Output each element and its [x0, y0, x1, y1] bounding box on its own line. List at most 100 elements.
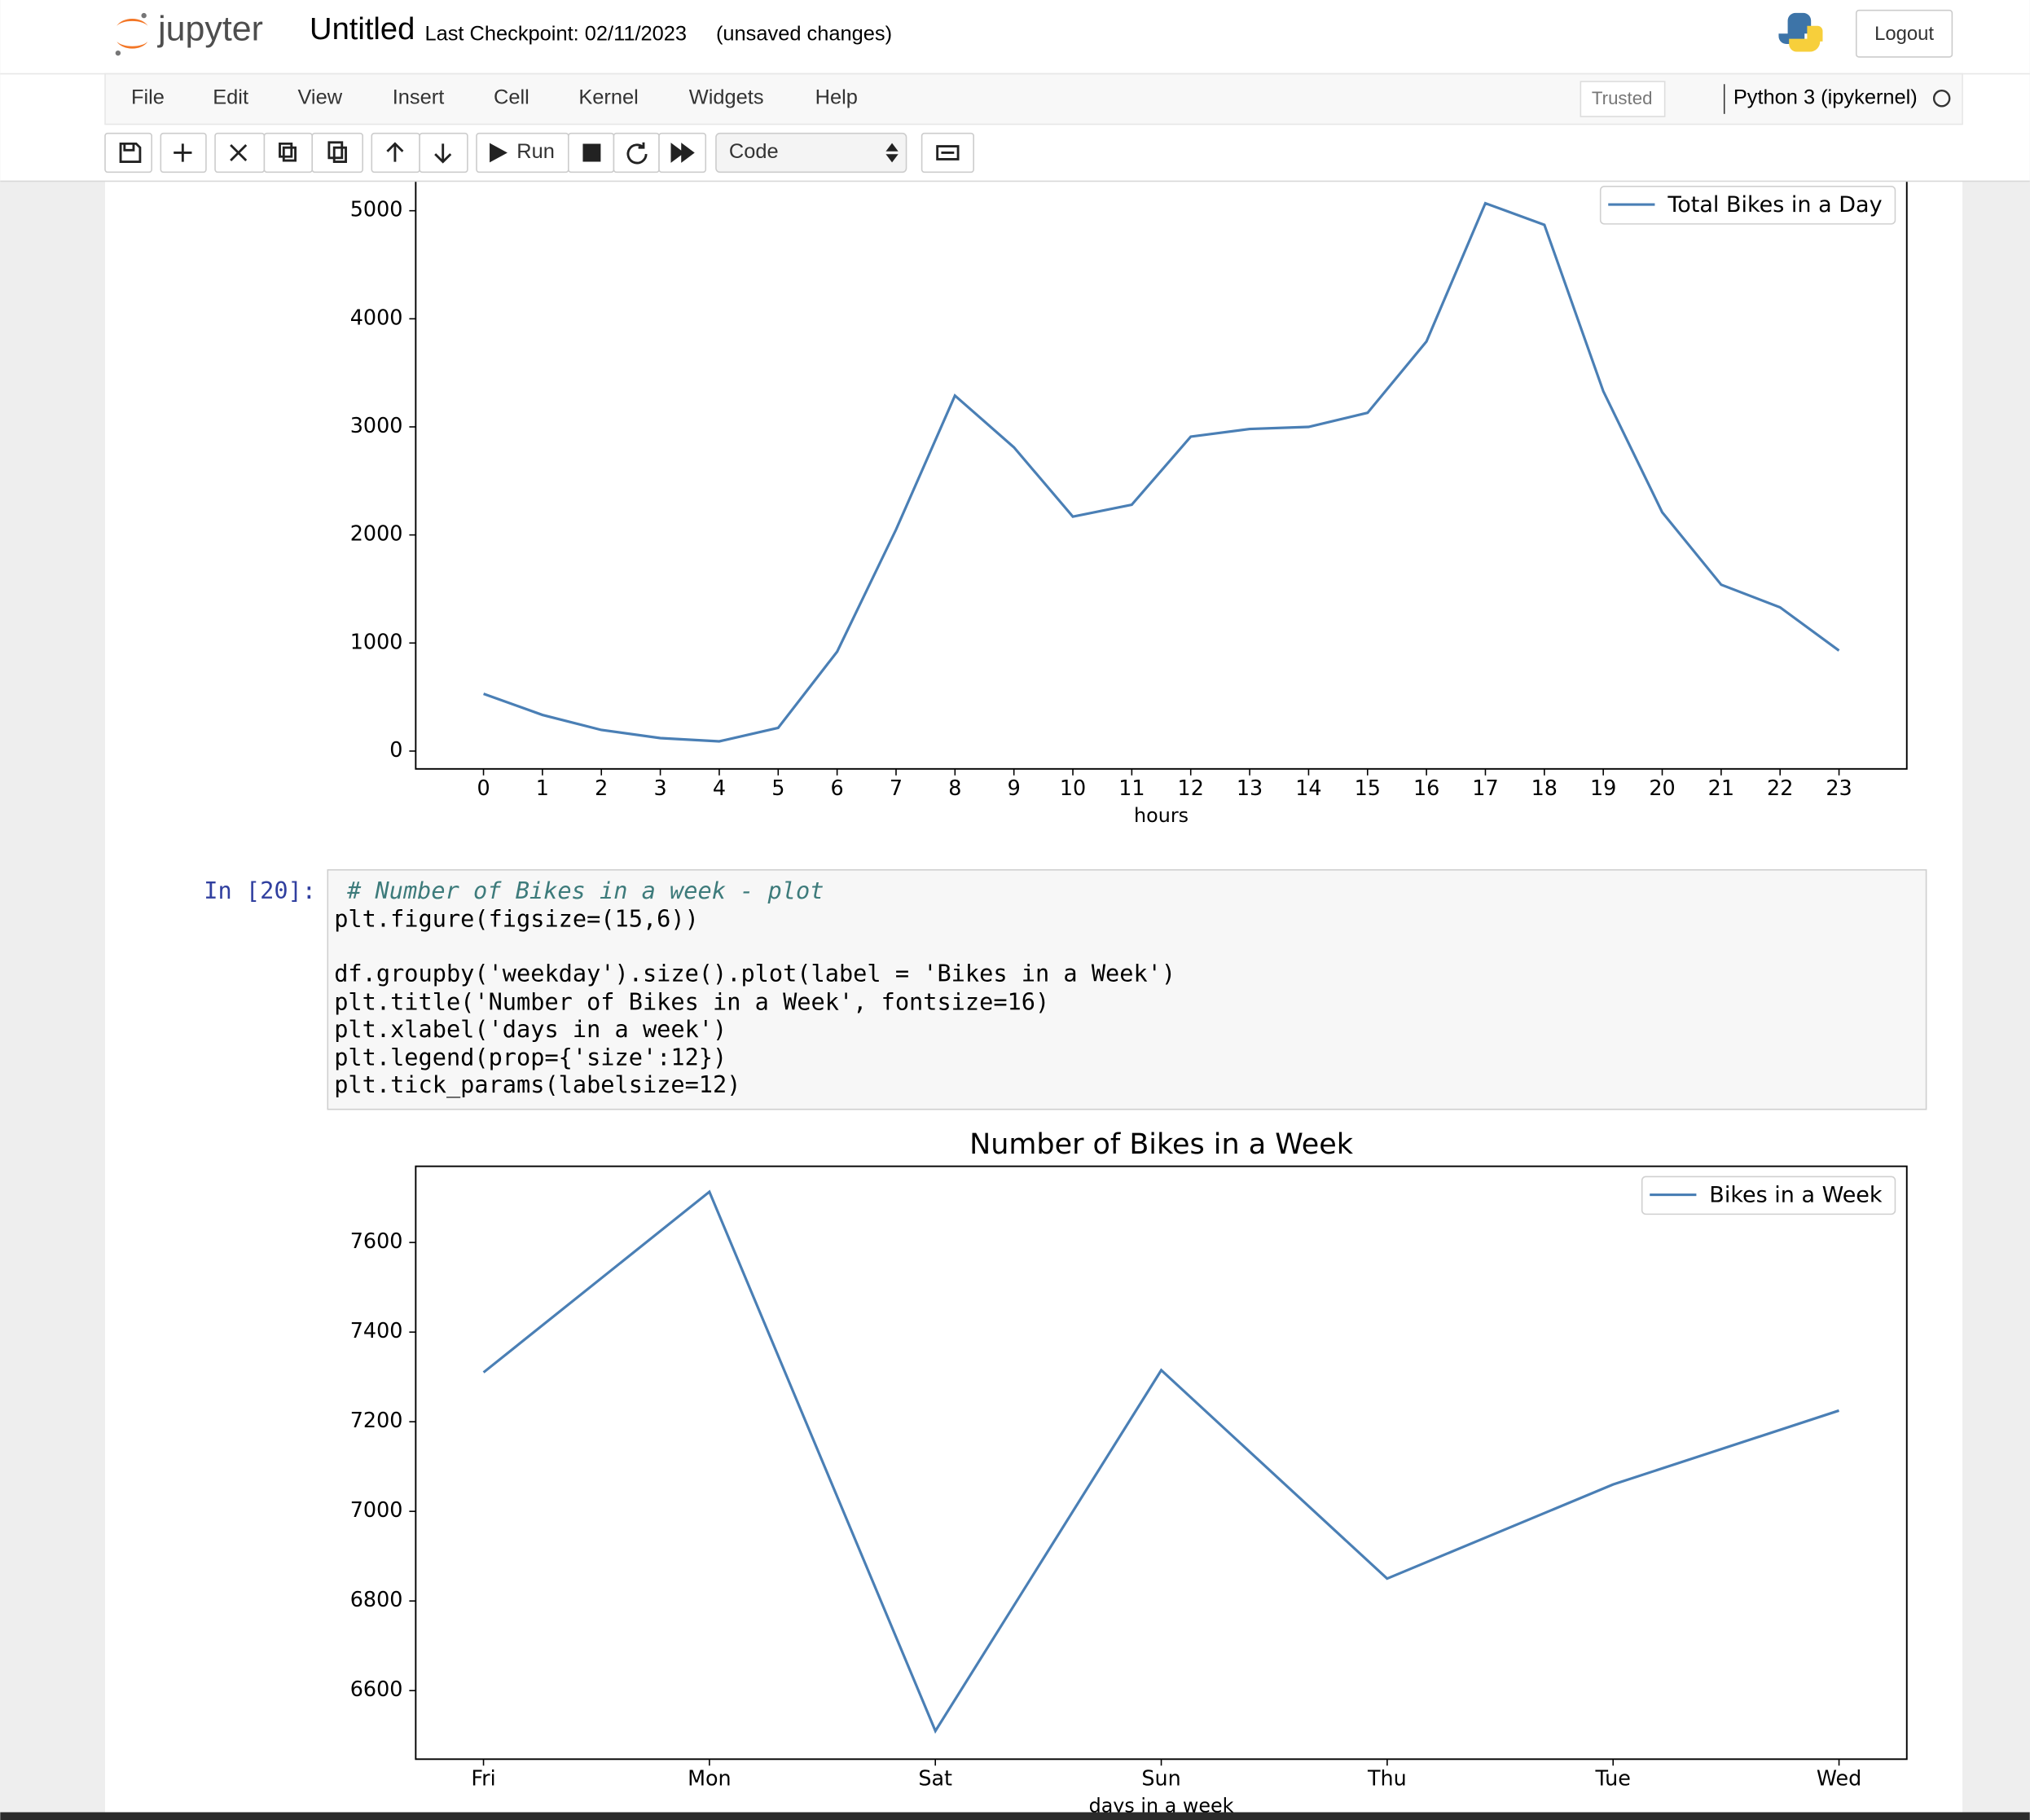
cut-icon [230, 143, 248, 162]
y-tick-label: 5000 [350, 197, 403, 222]
x-tick-label: 22 [1767, 776, 1793, 800]
x-tick-label: 4 [713, 776, 726, 800]
menu-item[interactable]: File [131, 86, 165, 108]
prompt: In [20]: [204, 877, 316, 904]
x-tick-label: 23 [1826, 776, 1852, 800]
y-tick-label: 7000 [350, 1497, 403, 1522]
python-logo [1778, 12, 1812, 45]
bottom-strip [0, 1812, 2030, 1820]
save-button[interactable] [104, 132, 152, 174]
copy-button[interactable] [263, 132, 314, 174]
x-tick-label: 11 [1118, 776, 1145, 800]
save-icon [119, 142, 142, 164]
logout-label[interactable]: Logout [1874, 23, 1934, 45]
x-tick-label: 9 [1008, 776, 1021, 800]
insert-icon [174, 143, 192, 162]
menu-item[interactable]: Cell [494, 86, 529, 108]
interrupt-icon [582, 143, 601, 162]
restart-run-all-icon [670, 143, 695, 163]
y-tick-label: 7400 [350, 1318, 403, 1343]
x-tick-label: Wed [1817, 1766, 1861, 1791]
run-icon [490, 143, 508, 163]
code-line: plt.legend(prop={'size':12}) [334, 1044, 727, 1071]
y-tick-label: 4000 [350, 305, 403, 329]
paste-icon [327, 141, 347, 164]
x-tick-label: 18 [1531, 776, 1558, 800]
keyboard-icon [936, 145, 960, 160]
code-line: plt.tick_params(labelsize=12) [334, 1070, 740, 1099]
code-line: # Number of Bikes in a week - plot [346, 877, 824, 904]
paste-button[interactable] [311, 132, 363, 174]
trusted-box[interactable] [1580, 81, 1666, 117]
x-tick-label: 21 [1708, 776, 1734, 800]
menu-item[interactable]: Widgets [689, 86, 764, 108]
kernel-indicator [1932, 90, 1951, 108]
x-tick-label: 19 [1590, 776, 1616, 800]
logo-dot [141, 12, 147, 19]
select-arrows-icon [885, 143, 899, 163]
data-line [483, 201, 1840, 743]
x-tick-label: 0 [477, 776, 490, 800]
x-tick-label: Mon [688, 1766, 732, 1791]
kernel-name: Python 3 (ipykernel) [1733, 86, 1918, 108]
menu-item[interactable]: Edit [213, 86, 248, 108]
x-tick-label: 13 [1237, 776, 1263, 800]
logout-button[interactable] [1855, 9, 1953, 58]
save-status: (unsaved changes) [716, 23, 892, 46]
copy-icon [279, 142, 297, 162]
x-tick-label: 6 [831, 776, 844, 800]
x-tick-label: 15 [1355, 776, 1381, 800]
y-tick-label: 3000 [350, 413, 403, 437]
cell-type-label[interactable]: Code [729, 140, 779, 163]
move-down-icon [434, 143, 452, 164]
logo-text[interactable]: jupyter [156, 9, 263, 48]
code-line: df.groupby('weekday').size().plot(label … [334, 959, 1175, 987]
y-tick-label: 1000 [350, 629, 403, 653]
notebook-name[interactable]: Untitled [310, 11, 415, 46]
y-tick-label: 6600 [350, 1677, 403, 1701]
x-tick-label: 10 [1060, 776, 1086, 800]
x-tick-label: 20 [1649, 776, 1675, 800]
logo-dot [115, 50, 121, 56]
logo-arc [116, 18, 148, 26]
x-tick-label: Thu [1367, 1766, 1407, 1791]
x-tick-label: 8 [948, 776, 961, 800]
y-tick-label: 7600 [350, 1229, 403, 1253]
code-cell: In [20]: # Number of Bikes in a week - p… [204, 868, 1927, 1110]
code-line: plt.xlabel('days in a week') [334, 1015, 727, 1043]
legend-label: Bikes in a Week [1709, 1183, 1883, 1208]
x-tick-label: 7 [890, 776, 903, 800]
code-input[interactable] [327, 868, 1927, 1110]
x-tick-label: Sun [1141, 1766, 1180, 1791]
checkpoint: Last Checkpoint: 02/11/2023 [424, 23, 687, 46]
x-tick-label: Sat [918, 1766, 952, 1791]
run-label[interactable]: Run [516, 140, 555, 163]
x-tick-label: 2 [595, 776, 608, 800]
header-area: jupyter Untitled Last Checkpoint: 02/11/… [0, 0, 2030, 182]
cell-type-select[interactable] [715, 132, 907, 174]
menu-item[interactable]: Insert [393, 86, 445, 108]
chart-title: Number of Bikes in a Week [969, 1128, 1354, 1161]
restart-icon [626, 142, 648, 165]
python-logo [1789, 25, 1823, 52]
trusted-label[interactable]: Trusted [1592, 88, 1653, 108]
code-line: plt.figure(figsize=(15,6)) [334, 905, 699, 933]
menu-bar [104, 73, 1963, 125]
move-up-icon [386, 142, 404, 162]
x-tick-label: 14 [1295, 776, 1321, 800]
x-tick-label: 3 [653, 776, 666, 800]
restart-button[interactable] [613, 132, 660, 174]
x-tick-label: Tue [1595, 1766, 1631, 1791]
x-axis-label: hours [1134, 804, 1189, 827]
data-line [482, 1189, 1839, 1734]
menu-item[interactable]: Kernel [578, 86, 638, 108]
y-tick-label: 0 [389, 737, 402, 762]
x-tick-label: Fri [471, 1766, 495, 1791]
x-tick-label: 1 [536, 776, 549, 800]
menu-item[interactable]: Help [815, 86, 858, 108]
menu-item[interactable]: View [297, 86, 342, 108]
y-tick-label: 6800 [350, 1587, 403, 1611]
x-tick-label: 12 [1178, 776, 1204, 800]
